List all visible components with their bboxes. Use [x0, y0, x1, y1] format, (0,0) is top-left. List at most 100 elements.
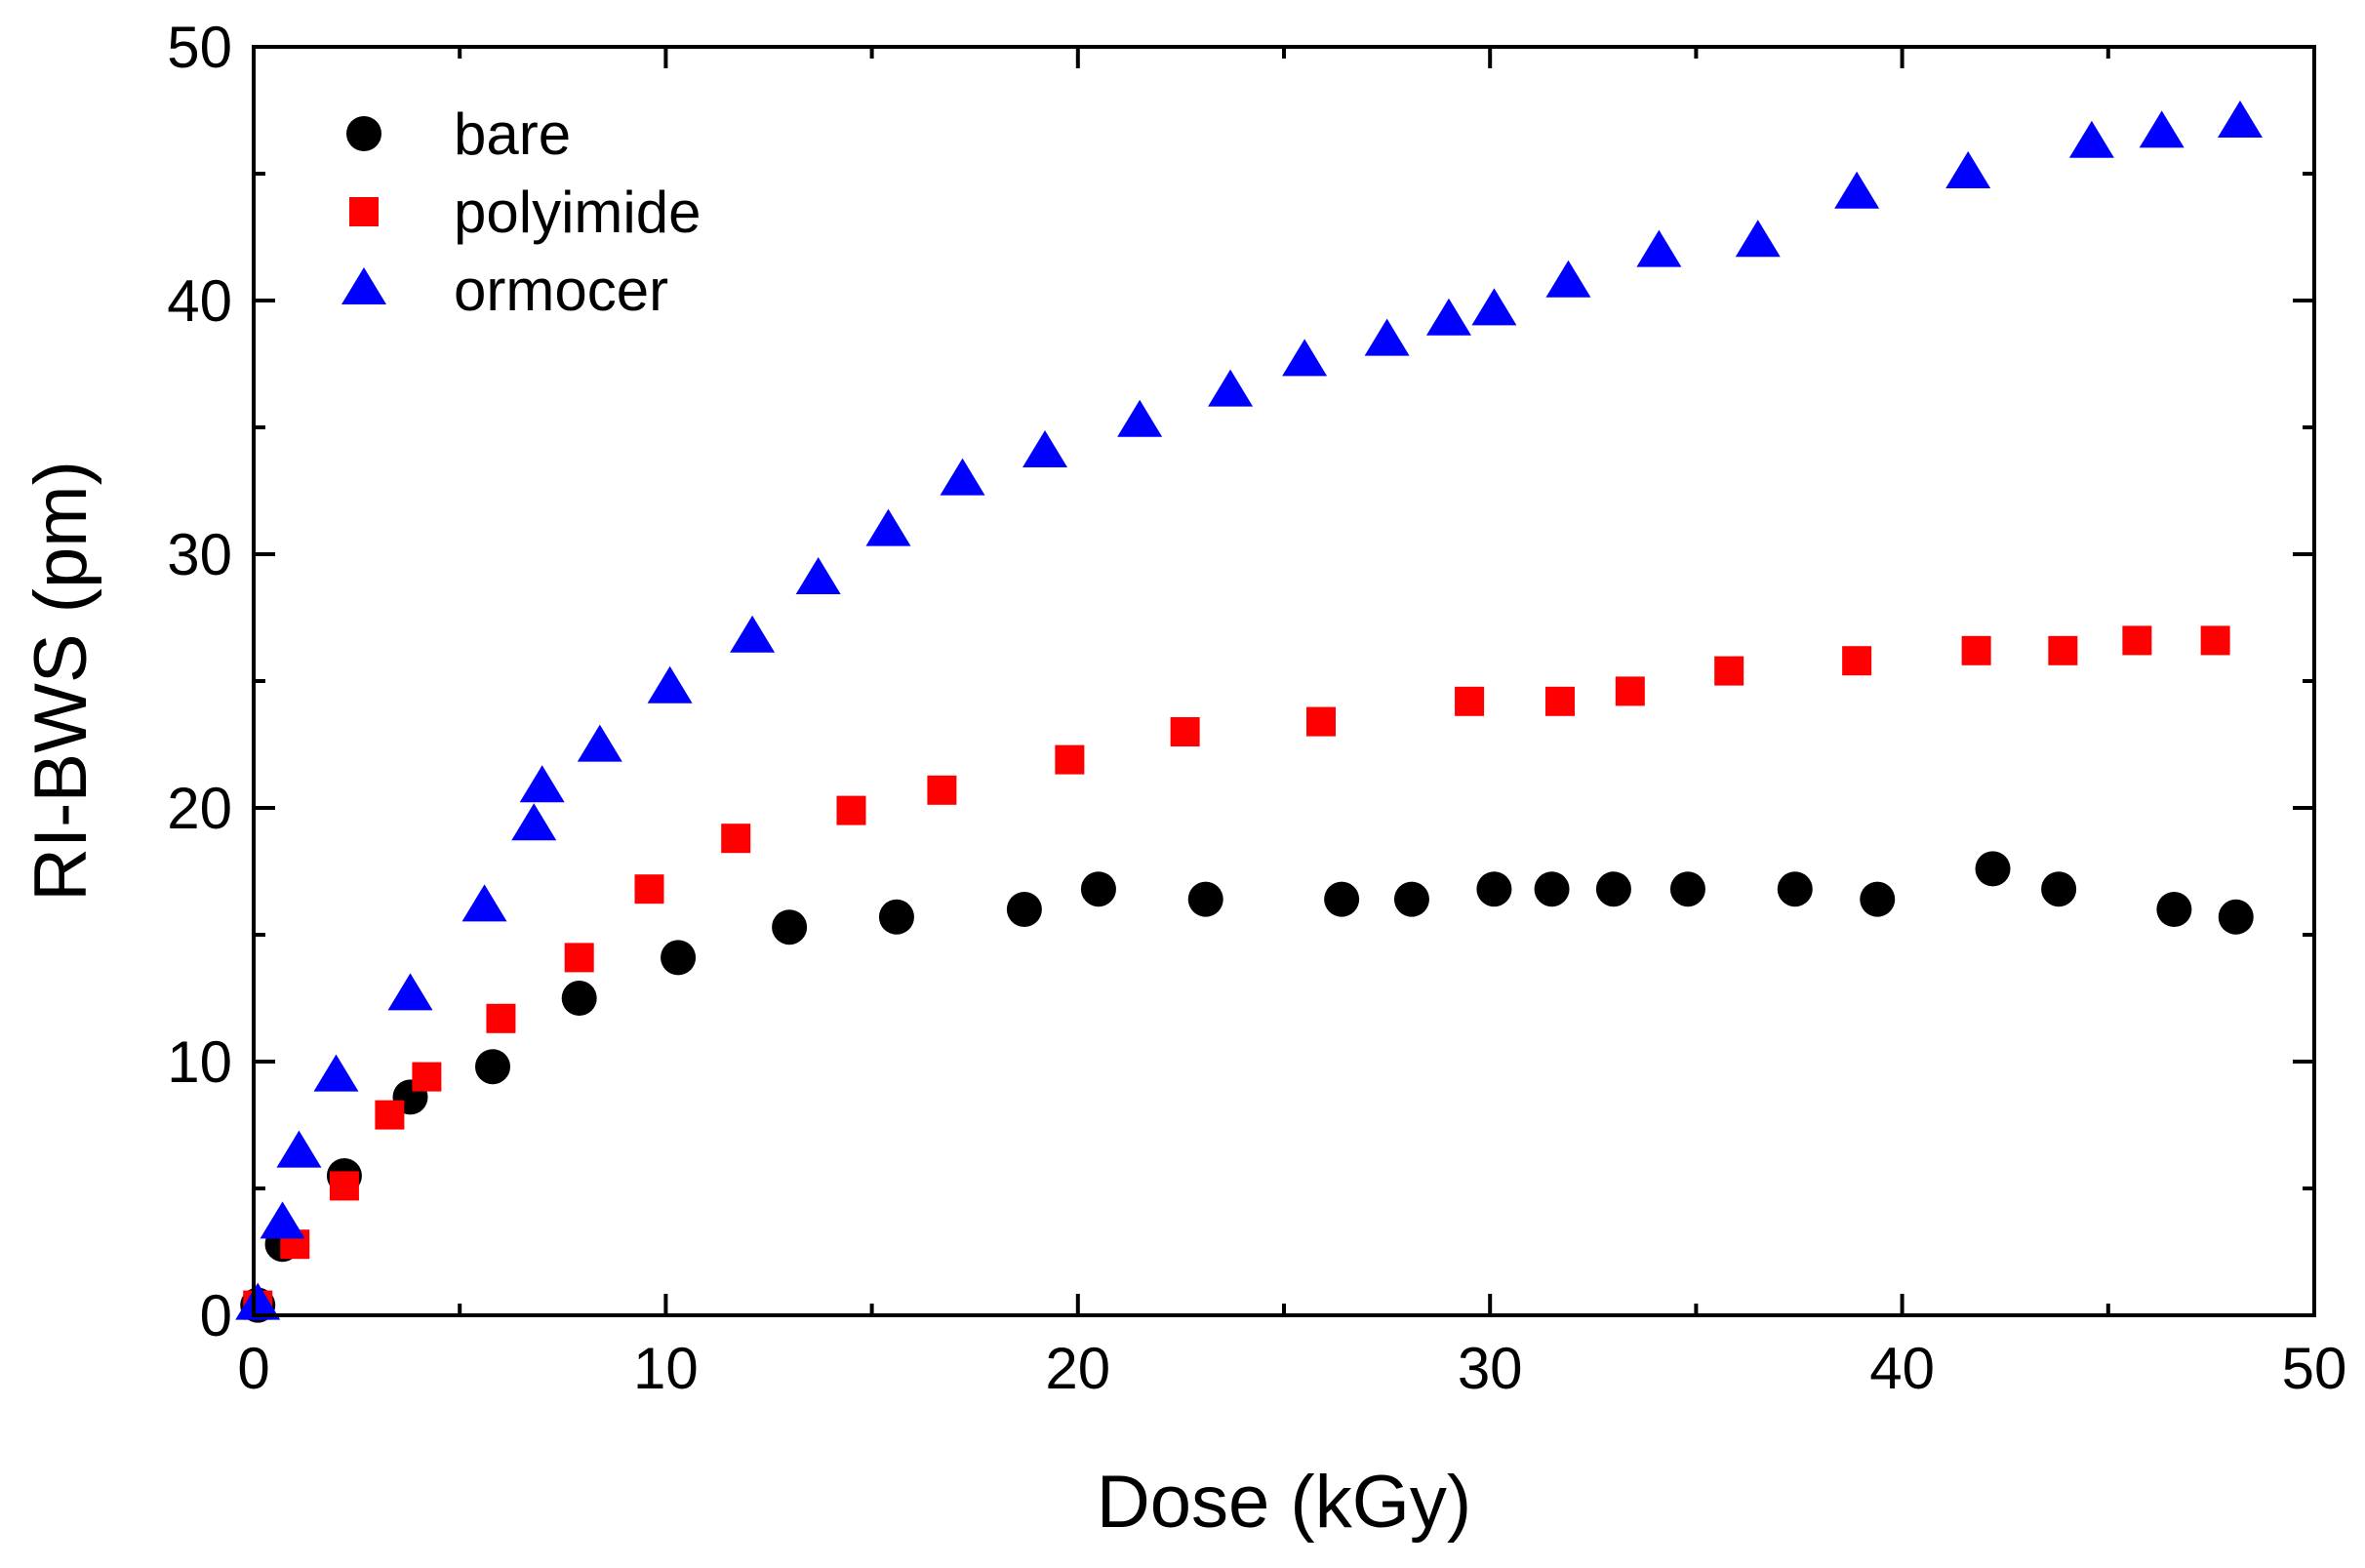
bare-point — [772, 909, 808, 945]
bare-point — [1595, 871, 1631, 907]
legend-item-polyimide: polyimide — [349, 180, 701, 245]
ormocer-point — [940, 458, 985, 496]
legend-marker-bare — [346, 116, 381, 151]
bare-point — [1860, 881, 1896, 917]
bare-point — [1080, 871, 1116, 907]
ormocer-point — [647, 665, 693, 704]
bare-point — [2218, 899, 2254, 935]
x-tick-label: 10 — [633, 1336, 699, 1401]
x-tick-label: 40 — [1869, 1336, 1935, 1401]
bare-point — [1006, 892, 1042, 927]
tick-labels: 0 10 20 30 40 50 0 10 20 30 40 50 — [167, 15, 2346, 1401]
ormocer-point — [1117, 399, 1163, 437]
polyimide-point — [1055, 744, 1085, 775]
ormocer-point — [865, 508, 911, 546]
bare-point — [1187, 881, 1223, 917]
x-tick-label: 0 — [237, 1336, 269, 1401]
x-tick-label: 50 — [2282, 1336, 2347, 1401]
bare-point — [2041, 871, 2077, 907]
bare-point — [1324, 881, 1360, 917]
polyimide-point — [2048, 635, 2078, 665]
polyimide-point — [1306, 706, 1337, 737]
polyimide-point — [1615, 676, 1645, 706]
ormocer-point — [276, 1130, 322, 1168]
ormocer-point — [1735, 220, 1781, 258]
ormocer-point — [387, 973, 433, 1011]
series-polyimide — [243, 625, 2230, 1320]
y-tick-label: 10 — [167, 1029, 232, 1095]
ormocer-point — [1364, 318, 1410, 356]
ormocer-point — [461, 884, 507, 922]
ormocer-point — [235, 1282, 281, 1320]
polyimide-point — [1170, 717, 1200, 746]
y-tick-label: 0 — [200, 1283, 232, 1348]
y-tick-label: 50 — [167, 15, 232, 80]
ormocer-point — [730, 615, 776, 653]
bare-point — [878, 899, 914, 935]
x-axis-title: Dose (kGy) — [1097, 1461, 1471, 1544]
ormocer-point — [2068, 120, 2114, 158]
legend-marker-ormocer — [341, 267, 386, 304]
ormocer-point — [313, 1054, 359, 1092]
y-axis-title: RI-BWS (pm) — [20, 461, 102, 902]
series-ormocer — [235, 101, 2263, 1320]
data-points — [235, 101, 2263, 1323]
ormocer-point — [1425, 298, 1471, 336]
ormocer-point — [1834, 171, 1880, 209]
legend: bare polyimide ormocer — [341, 101, 701, 323]
polyimide-point — [329, 1171, 359, 1201]
polyimide-point — [412, 1062, 442, 1092]
y-tick-label: 20 — [167, 776, 232, 841]
ormocer-point — [1545, 260, 1591, 298]
bare-point — [661, 940, 697, 976]
y-tick-label: 40 — [167, 268, 232, 334]
ormocer-point — [1282, 339, 1328, 377]
x-tick-label: 20 — [1045, 1336, 1110, 1401]
y-tick-label: 30 — [167, 522, 232, 587]
polyimide-point — [486, 1003, 516, 1033]
bare-point — [474, 1049, 510, 1085]
ormocer-point — [1208, 369, 1254, 407]
plot-frame — [252, 45, 2316, 1317]
ormocer-point — [1471, 288, 1517, 326]
polyimide-point — [2200, 625, 2230, 656]
polyimide-point — [564, 943, 594, 973]
legend-label-polyimide: polyimide — [454, 180, 701, 245]
polyimide-point — [634, 874, 664, 905]
bare-point — [1393, 881, 1429, 917]
legend-item-bare: bare — [346, 101, 571, 167]
ormocer-point — [260, 1201, 305, 1239]
ormocer-point — [519, 765, 565, 803]
polyimide-point — [836, 795, 866, 825]
legend-item-ormocer: ormocer — [341, 258, 668, 323]
legend-label-ormocer: ormocer — [454, 258, 668, 323]
bare-point — [1669, 871, 1705, 907]
ormocer-point — [795, 557, 841, 594]
ormocer-point — [2139, 110, 2185, 148]
legend-marker-polyimide — [349, 197, 379, 226]
x-tick-label: 30 — [1458, 1336, 1523, 1401]
ormocer-point — [1636, 229, 1682, 267]
polyimide-point — [375, 1100, 405, 1130]
polyimide-point — [1545, 686, 1576, 716]
bare-point — [1534, 871, 1570, 907]
bare-point — [1975, 851, 2011, 887]
ormocer-point — [1945, 151, 1991, 188]
ormocer-point — [1022, 430, 1068, 467]
ormocer-point — [511, 803, 557, 841]
ormocer-point — [2217, 101, 2263, 138]
bare-point — [2156, 892, 2192, 927]
polyimide-point — [2122, 625, 2152, 656]
ormocer-point — [577, 724, 622, 762]
polyimide-point — [1961, 635, 1991, 665]
bare-point — [1476, 871, 1512, 907]
legend-label-bare: bare — [454, 101, 571, 167]
polyimide-point — [721, 824, 751, 854]
polyimide-point — [927, 775, 957, 805]
polyimide-point — [1714, 656, 1744, 686]
bare-point — [561, 981, 597, 1016]
polyimide-point — [1842, 646, 1872, 676]
bare-point — [1777, 871, 1813, 907]
series-bare — [240, 851, 2254, 1323]
